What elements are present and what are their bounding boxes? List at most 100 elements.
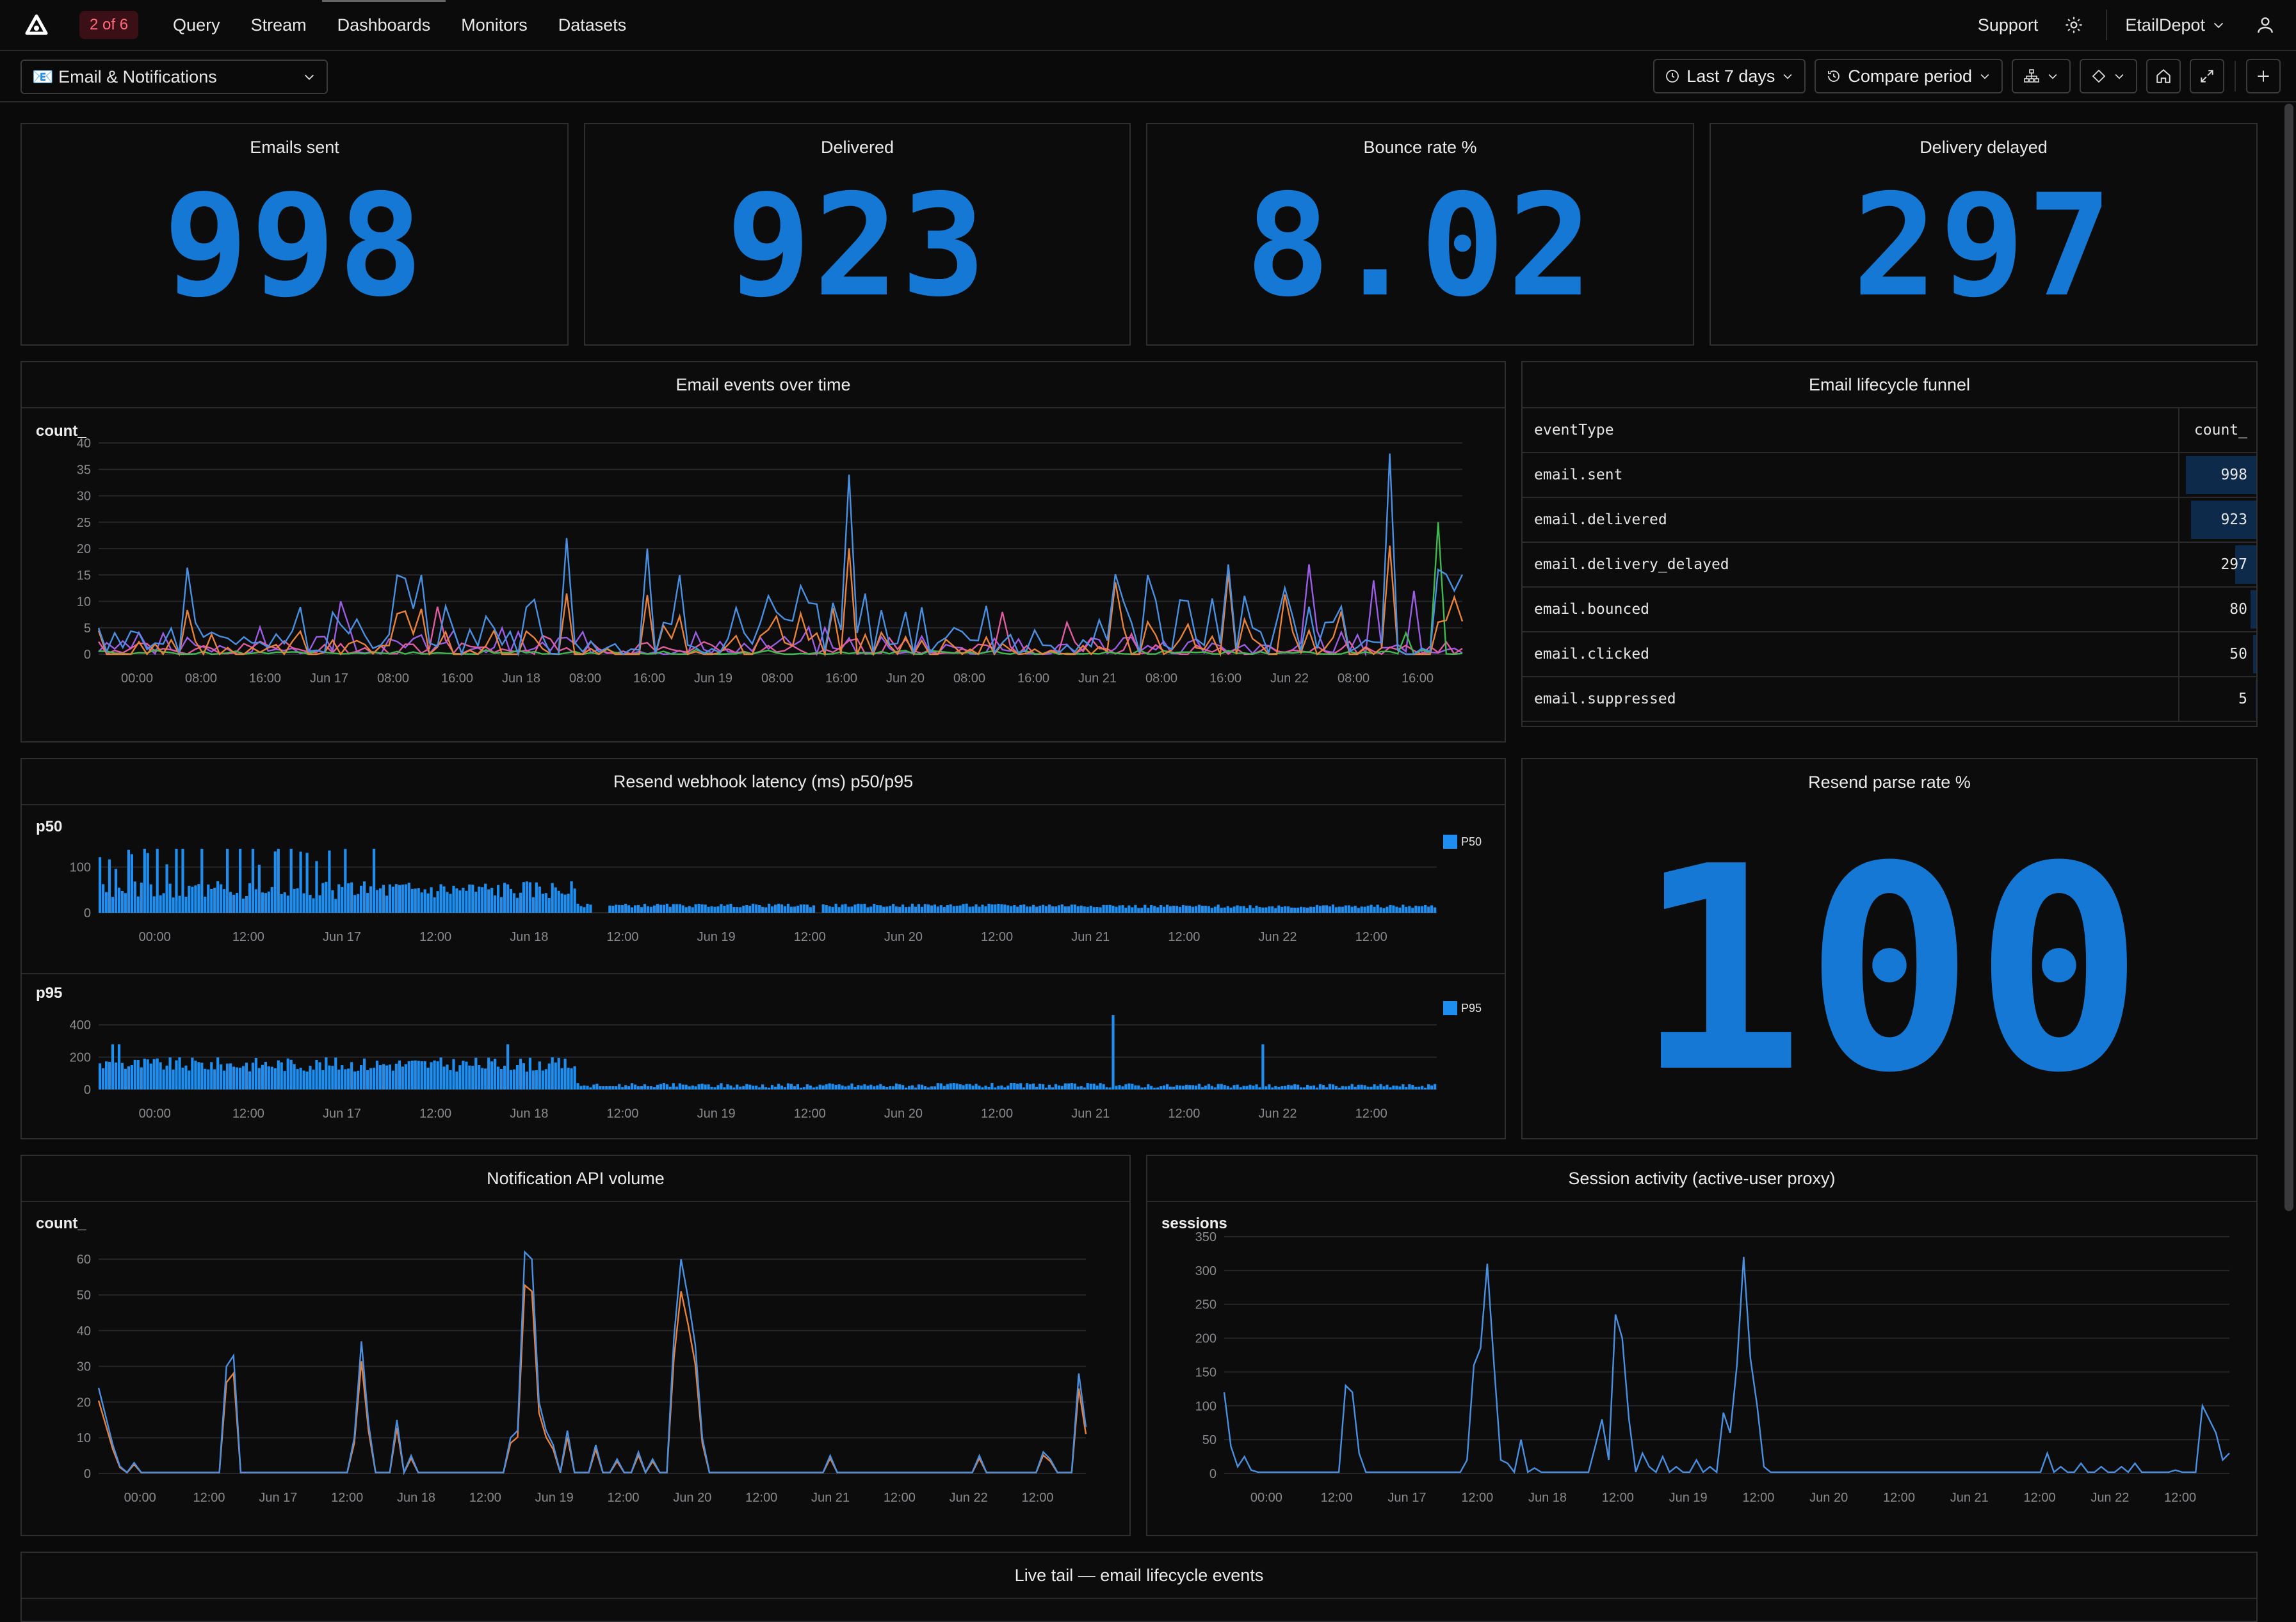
latency-bar: [410, 1061, 414, 1089]
filter-button[interactable]: [2080, 59, 2137, 93]
table-row[interactable]: email.suppressed 5: [1523, 677, 2256, 722]
expand-button[interactable]: [2190, 59, 2224, 93]
table-row[interactable]: email.delivered 923: [1523, 498, 2256, 543]
latency-bar: [531, 1070, 535, 1089]
org-switcher[interactable]: EtailDepot: [2125, 15, 2226, 35]
latency-bar: [426, 1068, 430, 1089]
x-tick-label: Jun 20: [886, 671, 925, 686]
x-tick-label: 12:00: [745, 1491, 777, 1505]
y-tick-label: 50: [1202, 1433, 1217, 1447]
table-row[interactable]: email.bounced 80: [1523, 588, 2256, 632]
latency-bar: [780, 904, 784, 913]
latency-bar: [1373, 1084, 1376, 1089]
logo-icon[interactable]: [19, 8, 54, 42]
column-header[interactable]: eventType: [1523, 408, 2179, 452]
session-activity-chart[interactable]: 0 50 100 150 200 250 300 350 00:00 12:00 Jun 17 12:…: [1147, 1226, 2256, 1534]
add-panel-button[interactable]: [2246, 59, 2281, 93]
nav-monitors[interactable]: Monitors: [461, 15, 528, 35]
p95-latency-chart[interactable]: 0 200 400 00:00 12:00 Jun 17 12:00 Jun 18 12:00 J…: [22, 1002, 1505, 1130]
latency-bar: [860, 1085, 863, 1089]
latency-bar: [777, 1084, 780, 1089]
latency-bar: [99, 1063, 102, 1089]
latency-bar: [446, 892, 449, 913]
table-row[interactable]: email.clicked 50: [1523, 632, 2256, 677]
support-link[interactable]: Support: [1977, 15, 2039, 35]
latency-bar: [1032, 1083, 1035, 1089]
latency-bar: [1233, 1085, 1236, 1089]
scrollbar[interactable]: [2284, 104, 2293, 1211]
nav-stream[interactable]: Stream: [250, 15, 307, 35]
nav-datasets[interactable]: Datasets: [558, 15, 627, 35]
latency-bar: [305, 1072, 309, 1089]
latency-bar: [286, 1058, 289, 1089]
column-header[interactable]: count_: [2194, 422, 2247, 438]
notification-volume-panel: Notification API volume count_ 0 10 20 30 40…: [20, 1155, 1131, 1536]
latency-bar: [1363, 1085, 1366, 1089]
compare-period-button[interactable]: Compare period: [1815, 59, 2003, 93]
latency-bar: [165, 1065, 168, 1089]
dashboard-select[interactable]: 📧 Email & Notifications: [20, 60, 328, 94]
x-tick-label: 12:00: [232, 1107, 264, 1121]
table-row[interactable]: email.sent 998: [1523, 453, 2256, 498]
latency-bar: [1360, 906, 1363, 913]
x-tick-label: Jun 20: [884, 930, 923, 944]
latency-bar: [570, 881, 573, 913]
latency-bar: [936, 906, 939, 913]
latency-bar: [1003, 1087, 1007, 1089]
latency-bar: [1102, 1084, 1105, 1089]
page-badge[interactable]: 2 of 6: [79, 11, 139, 39]
latency-bar: [328, 850, 331, 913]
legend-p50[interactable]: P50: [1443, 835, 1482, 849]
nav-dashboards[interactable]: Dashboards: [321, 0, 446, 51]
latency-bar: [1083, 1088, 1086, 1089]
latency-bar: [1300, 1087, 1303, 1089]
latency-bar: [952, 906, 955, 913]
latency-bar: [1191, 906, 1194, 913]
latency-bar: [1079, 1086, 1083, 1089]
latency-bar: [755, 904, 758, 913]
table-row[interactable]: email.delivery_delayed 297: [1523, 543, 2256, 588]
latency-bar: [777, 903, 780, 913]
latency-bar: [404, 1064, 407, 1089]
x-tick-label: 12:00: [1883, 1491, 1915, 1505]
latency-bar: [1293, 908, 1297, 913]
latency-bar: [474, 1057, 478, 1089]
latency-bar: [684, 1084, 688, 1089]
latency-bar: [1312, 1085, 1316, 1089]
user-icon[interactable]: [2251, 11, 2279, 39]
nav-query[interactable]: Query: [173, 15, 220, 35]
series-line-sessions: [1223, 1257, 2230, 1474]
latency-bar: [876, 1085, 879, 1089]
latency-bar: [1044, 906, 1048, 913]
latency-bar: [1042, 1084, 1045, 1089]
notification-volume-chart[interactable]: 0 10 20 30 40 50 60 00:00 12:00 Jun 17 12:00 Jun 18…: [22, 1226, 1129, 1534]
gear-icon[interactable]: [2060, 11, 2088, 39]
p50-latency-chart[interactable]: 0 100 00:00 12:00 Jun 17 12:00 Jun 18 12:00 Jun …: [22, 836, 1505, 951]
latency-bar: [1035, 1086, 1039, 1089]
latency-bar: [1245, 1086, 1249, 1089]
latency-bar: [1430, 1085, 1434, 1089]
email-events-chart[interactable]: 0 5 10 15 20 25 30 35 40 00:00 08:00 16:00 Jun 17 08:…: [22, 433, 1505, 740]
latency-bar: [1108, 904, 1112, 913]
count-cell: 50: [2179, 632, 2256, 676]
count-bar: [2235, 545, 2256, 584]
time-range-button[interactable]: Last 7 days: [1653, 59, 1806, 93]
latency-bar: [99, 857, 102, 913]
latency-bar: [1411, 908, 1414, 913]
series-line-blue: [97, 1250, 1087, 1475]
latency-bar: [481, 1068, 484, 1089]
latency-bar: [1315, 1088, 1319, 1089]
latency-bar: [1176, 1085, 1179, 1089]
latency-bar: [688, 1086, 691, 1089]
legend-swatch: [1443, 835, 1457, 849]
latency-bar: [789, 1084, 793, 1089]
latency-bar: [1341, 1086, 1344, 1089]
home-button[interactable]: [2146, 59, 2181, 93]
y-tick-label: 200: [70, 1051, 91, 1065]
group-by-button[interactable]: [2012, 59, 2071, 93]
legend-p95[interactable]: P95: [1443, 1001, 1482, 1015]
dashboard-select-value: 📧 Email & Notifications: [32, 67, 217, 86]
latency-bar: [774, 904, 777, 913]
latency-bar: [251, 1063, 255, 1089]
latency-bar: [1000, 904, 1003, 913]
